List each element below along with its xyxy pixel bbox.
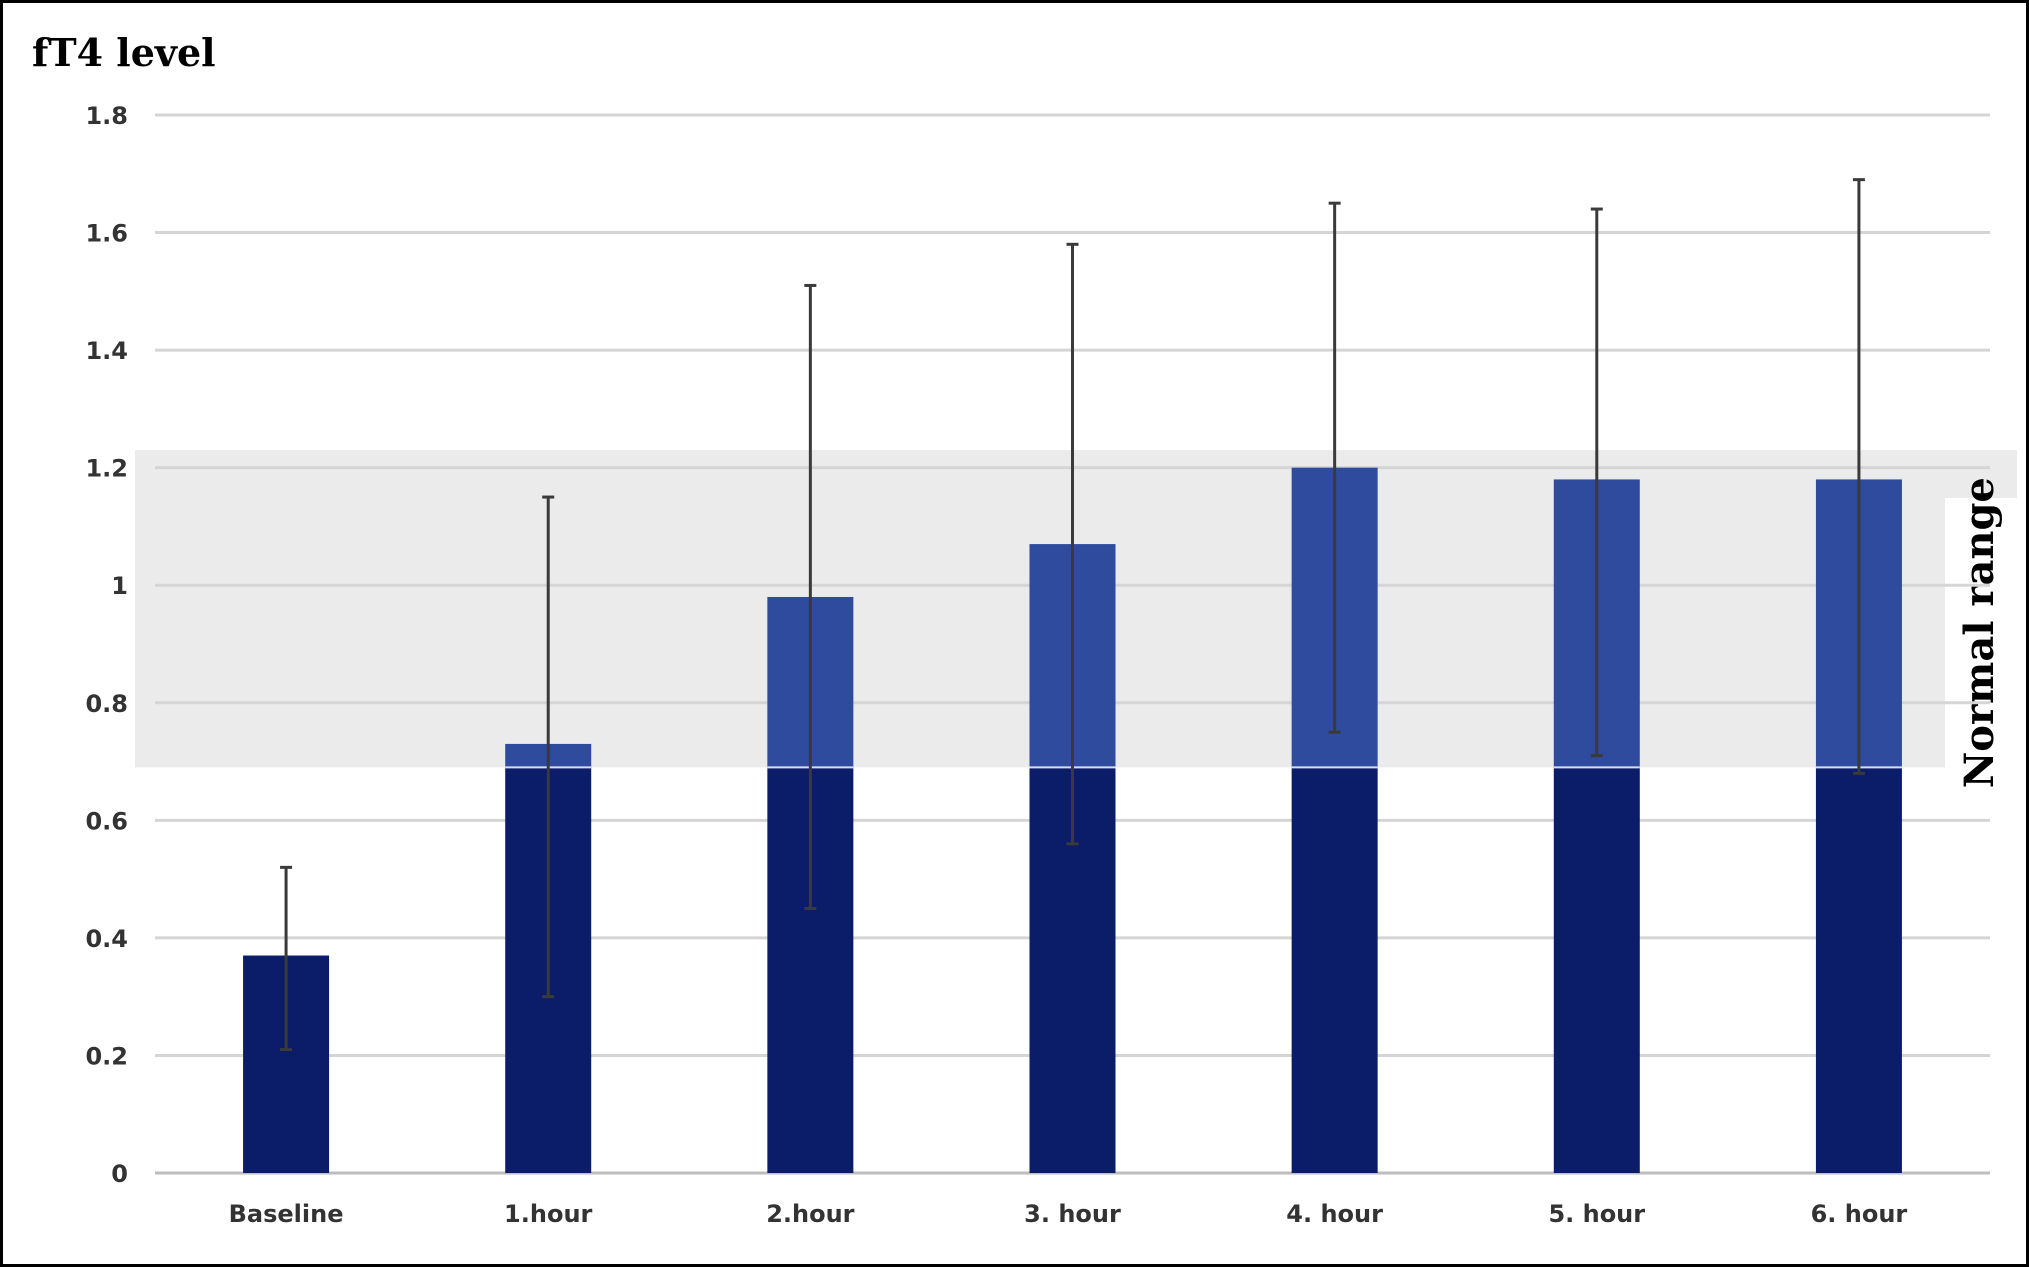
x-category-label: 5. hour [1548,1200,1645,1228]
y-tick-label: 1.2 [85,455,128,483]
y-tick-label: 1 [111,572,128,600]
y-tick-label: 1.6 [85,220,128,248]
x-category-label: 1.hour [504,1200,592,1228]
y-tick-label: 1.8 [85,102,128,130]
x-category-label: 3. hour [1024,1200,1121,1228]
y-tick-label: 0.4 [85,925,128,953]
error-bars [280,178,1865,1052]
normal-range-label: Normal range [1956,477,2003,788]
y-tick-label: 0.2 [85,1042,128,1070]
normal-range-label-box [1945,498,2017,768]
bar-6 [1815,767,1902,1173]
x-category-label: 4. hour [1286,1200,1383,1228]
bar-5 [1553,767,1640,1173]
y-tick-label: 0.8 [85,690,128,718]
y-axis-title: fT4 level [32,30,216,75]
y-tick-label: 1.4 [85,337,128,365]
x-category-label: 6. hour [1811,1200,1908,1228]
x-category-label: Baseline [229,1200,344,1228]
y-tick-label: 0 [111,1160,128,1188]
x-category-label: 2.hour [766,1200,854,1228]
bar-4 [1291,767,1378,1173]
axis-labels: 0 0.2 0.4 0.6 0.8 1 1.2 1.4 1.6 1.8 Baseline 1.hour… [85,102,1907,1228]
y-tick-label: 0.6 [85,807,128,835]
